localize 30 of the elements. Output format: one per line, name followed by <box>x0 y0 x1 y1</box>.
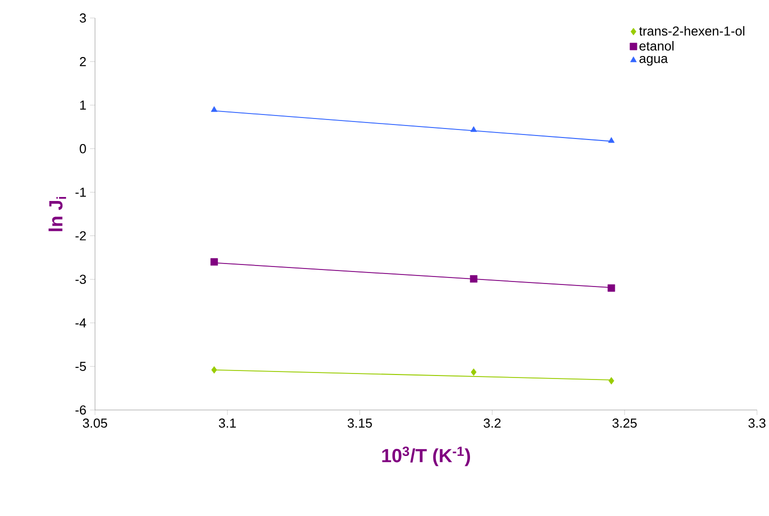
x-tick-label: 3.05 <box>82 418 108 428</box>
x-tick-label: 3.3 <box>748 418 766 428</box>
legend-label: trans-2-hexen-1-ol <box>639 26 744 36</box>
y-tick-label: 3 <box>80 13 86 23</box>
point <box>210 258 218 266</box>
x-tick-label: 3.15 <box>348 418 372 428</box>
x-axis-title: 10$^{3}$/T (K$^{-1}$) <box>382 446 470 466</box>
point <box>608 377 614 385</box>
y-tick-label: -2 <box>75 231 86 240</box>
legend-label: agua <box>640 56 668 66</box>
point <box>608 137 615 143</box>
point <box>608 284 616 292</box>
x-tick-label: 3.2 <box>484 418 501 428</box>
y-tick-label: 1 <box>80 100 86 110</box>
x-tick-label: 3.1 <box>218 418 236 428</box>
y-tick-label: -3 <box>75 274 86 284</box>
y-tick-label: -5 <box>75 362 86 371</box>
point <box>211 366 217 374</box>
y-tick-label: -4 <box>75 318 86 328</box>
point <box>470 275 478 283</box>
y-tick-label: -1 <box>75 188 86 197</box>
y-tick-label: 0 <box>80 144 86 154</box>
legend-label: etanol <box>640 41 674 51</box>
point <box>470 368 476 376</box>
point <box>210 106 218 112</box>
y-tick-label: 2 <box>80 57 86 66</box>
y-axis-title: ln J$_{i}$ <box>48 196 66 232</box>
x-tick-label: 3.25 <box>612 418 637 428</box>
y-tick-label: -6 <box>75 405 86 415</box>
point <box>470 126 477 132</box>
